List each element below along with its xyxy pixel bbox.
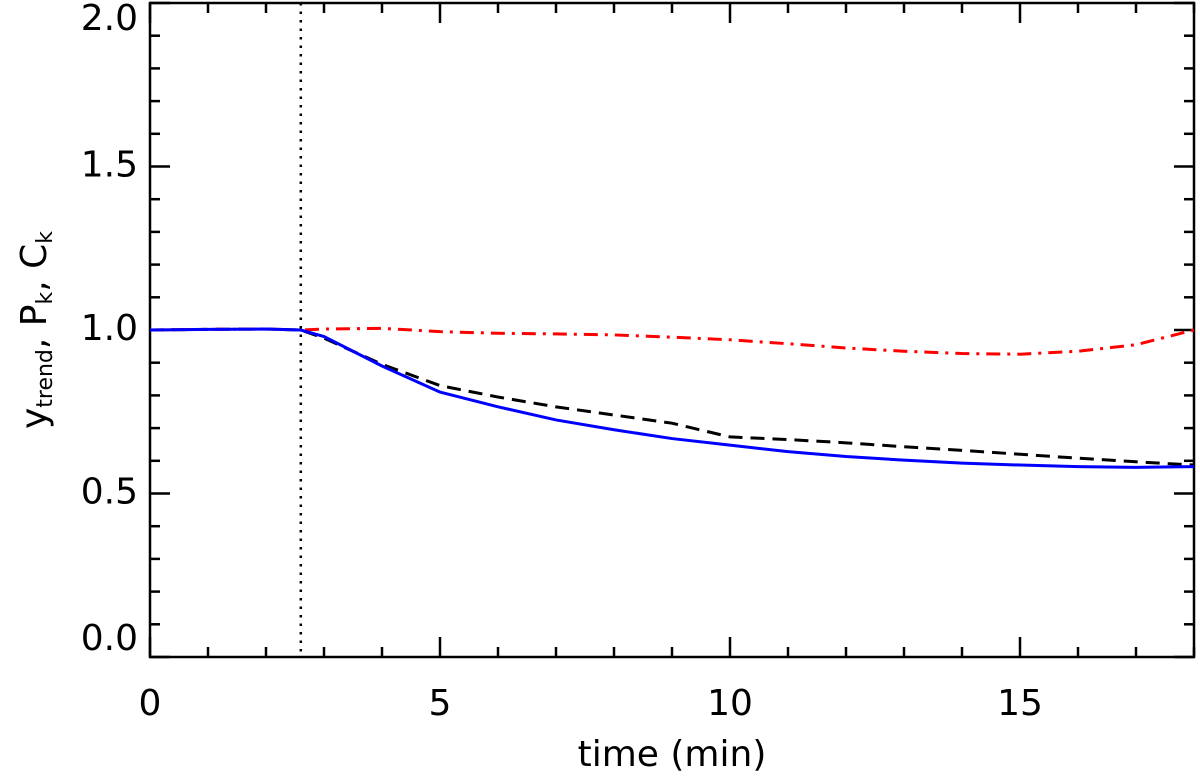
y-tick-label: 2.0 <box>81 0 138 39</box>
y-label-tail: , <box>14 269 55 292</box>
y-label-base: C <box>14 244 55 269</box>
y-tick-label: 1.5 <box>81 145 138 186</box>
y-tick-label: 1.0 <box>81 308 138 349</box>
y-axis-label: ytrend, Pk, Ck <box>14 231 58 429</box>
y-label-sub: k <box>33 231 58 244</box>
y-label-base: y <box>14 408 55 429</box>
x-tick-label: 0 <box>139 683 162 724</box>
y-label-sub: trend <box>33 349 58 408</box>
x-axis-label: time (min) <box>578 734 767 775</box>
x-tick-label: 10 <box>707 683 753 724</box>
y-label-sub: k <box>33 291 58 304</box>
x-tick-label: 15 <box>997 683 1043 724</box>
series-line <box>149 327 1195 467</box>
y-label-base: P <box>14 304 55 326</box>
y-tick-label: 0.0 <box>81 618 138 659</box>
y-tick-label: 0.5 <box>81 472 138 513</box>
y-label-tail: , <box>14 326 55 349</box>
series-line <box>149 327 1195 469</box>
x-tick-label: 5 <box>429 683 452 724</box>
